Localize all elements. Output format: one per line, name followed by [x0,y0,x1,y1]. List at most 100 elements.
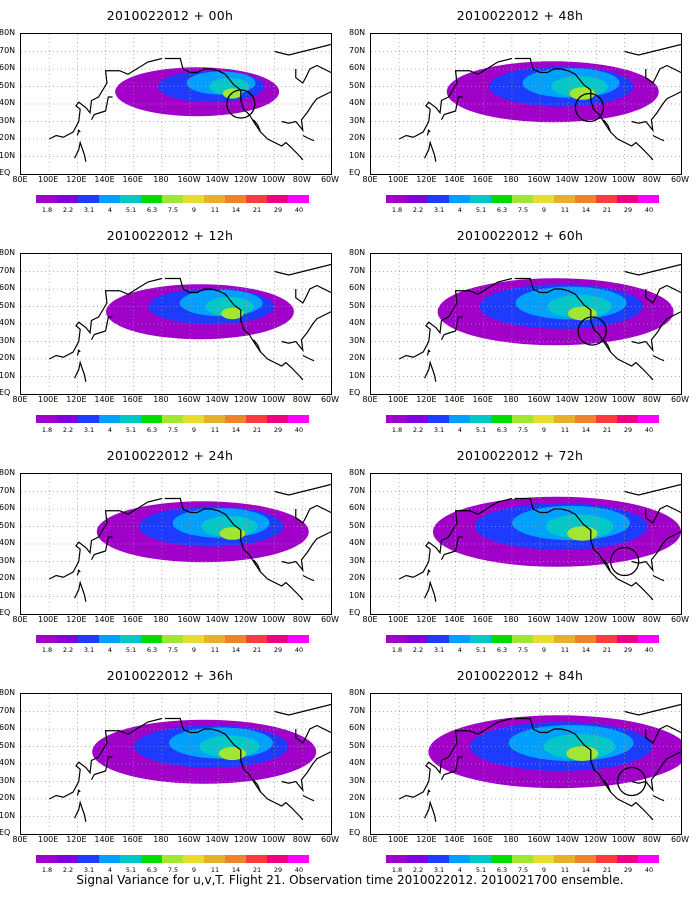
longitude-tick-label: 140W [205,615,229,624]
colorbar-swatch [638,415,659,423]
colorbar-swatch [638,635,659,643]
longitude-tick-label: 120E [66,175,87,184]
latitude-tick-label: 20N [0,353,16,362]
colorbar [36,415,309,423]
coastline [76,568,81,576]
colorbar-swatch [162,855,183,863]
longitude-tick-label: 60W [320,615,340,624]
latitude-tick-label: EQ [349,168,361,177]
colorbar-label: 3.1 [83,206,95,214]
panel-title: 2010022012 + 00h [106,8,234,23]
colorbar-label: 14 [231,646,241,654]
coastline [398,497,513,580]
colorbar-label: 4 [107,866,113,874]
latitude-tick-label: EQ [349,828,361,837]
coastline [253,559,262,573]
colorbar-swatch [533,855,554,863]
coastline [76,348,81,356]
longitude-tick-label: 120W [233,835,258,844]
longitude-tick-label: 160W [177,835,201,844]
longitude-tick-label: 140W [555,395,579,404]
latitude-tick-label: 20N [349,133,366,142]
colorbar-label: 11 [560,206,570,214]
longitude-tick-label: 100E [388,615,409,624]
variance-field [371,254,681,394]
panel-title: 2010022012 + 24h [106,448,234,463]
colorbar-label: 21 [602,426,612,434]
coastline [603,119,612,133]
colorbar-swatch [596,415,617,423]
longitude-tick-label: 100W [612,835,636,844]
coastline [74,580,87,602]
colorbar-label: 3.1 [433,426,445,434]
longitude-tick-label: 80E [362,395,378,404]
colorbar-label: 4 [107,206,113,214]
panel-title: 2010022012 + 60h [456,228,584,243]
colorbar-swatch [470,855,491,863]
longitude-tick-label: 120W [233,395,258,404]
longitude-tick-label: 120E [66,395,87,404]
longitude-tick-label: 100W [612,175,636,184]
longitude-tick-label: 80W [642,175,661,184]
latitude-tick-label: 80N [349,688,366,697]
colorbar-label: 40 [294,866,304,874]
map-panel: 2010022012 + 60h 80N 70N 60N 50N 40N 30N 20N 10N… [349,220,690,442]
colorbar-label: 1.8 [41,426,53,434]
coastline [90,316,113,341]
colorbar-swatch [78,855,99,863]
longitude-tick-label: 60W [670,175,690,184]
colorbar-label: 4 [457,426,463,434]
coastline [631,91,681,133]
latitude-tick-label: 60N [0,503,16,512]
observation-circle [574,92,605,123]
colorbar-swatch [407,855,428,863]
colorbar-label: 5.1 [475,206,487,214]
colorbar-swatch [596,195,617,203]
coastline [164,57,304,161]
latitude-tick-label: 30N [0,555,16,565]
coastline [90,96,113,121]
longitude-tick-label: 160E [472,175,493,184]
latitude-tick-label: 30N [349,555,366,565]
map-panel: 2010022012 + 24h 80N 70N 60N 50N 40N 30N 20N 10N… [0,440,340,662]
colorbar-swatch [225,415,246,423]
variance-field [371,474,681,614]
panel-title: 2010022012 + 12h [106,228,234,243]
colorbar-swatch [575,415,596,423]
latitude-tick-label: 60N [0,63,16,72]
coastline [645,64,681,84]
coastline [274,263,331,276]
variance-field [21,254,331,394]
latitude-tick-label: 20N [349,573,366,582]
colorbar-swatch [162,195,183,203]
longitude-tick-label: 160E [472,395,493,404]
latitude-tick-label: 30N [349,775,366,785]
map-panel: 2010022012 + 36h 80N 70N 60N 50N 40N 30N 20N 10N… [0,660,340,882]
longitude-tick-label: 140W [205,395,229,404]
figure-caption: Signal Variance for u,v,T. Flight 21. Ob… [76,873,624,887]
colorbar-label: 2.2 [62,206,74,214]
colorbar-swatch [512,855,533,863]
colorbar-label: 29 [623,646,633,654]
coastline [74,360,87,382]
coastline [652,354,665,362]
coastline [295,504,331,524]
variance-field [21,34,331,174]
variance-field [371,34,681,174]
coastline [624,43,681,56]
longitude-tick-label: 60W [320,835,340,844]
coastline [645,284,681,304]
coastline [514,277,654,381]
latitude-tick-label: 50N [349,740,366,750]
colorbar-label: 9 [541,646,547,654]
coastline [48,277,163,360]
latitude-tick-label: 40N [349,318,366,327]
longitude-tick-label: 180 [503,835,519,844]
colorbar-label: 40 [294,646,304,654]
colorbar-label: 9 [191,206,197,214]
variance-contour [567,306,597,321]
coastline [302,134,315,142]
latitude-tick-label: EQ [349,388,361,397]
coastline [514,497,654,601]
colorbar-swatch [204,195,225,203]
